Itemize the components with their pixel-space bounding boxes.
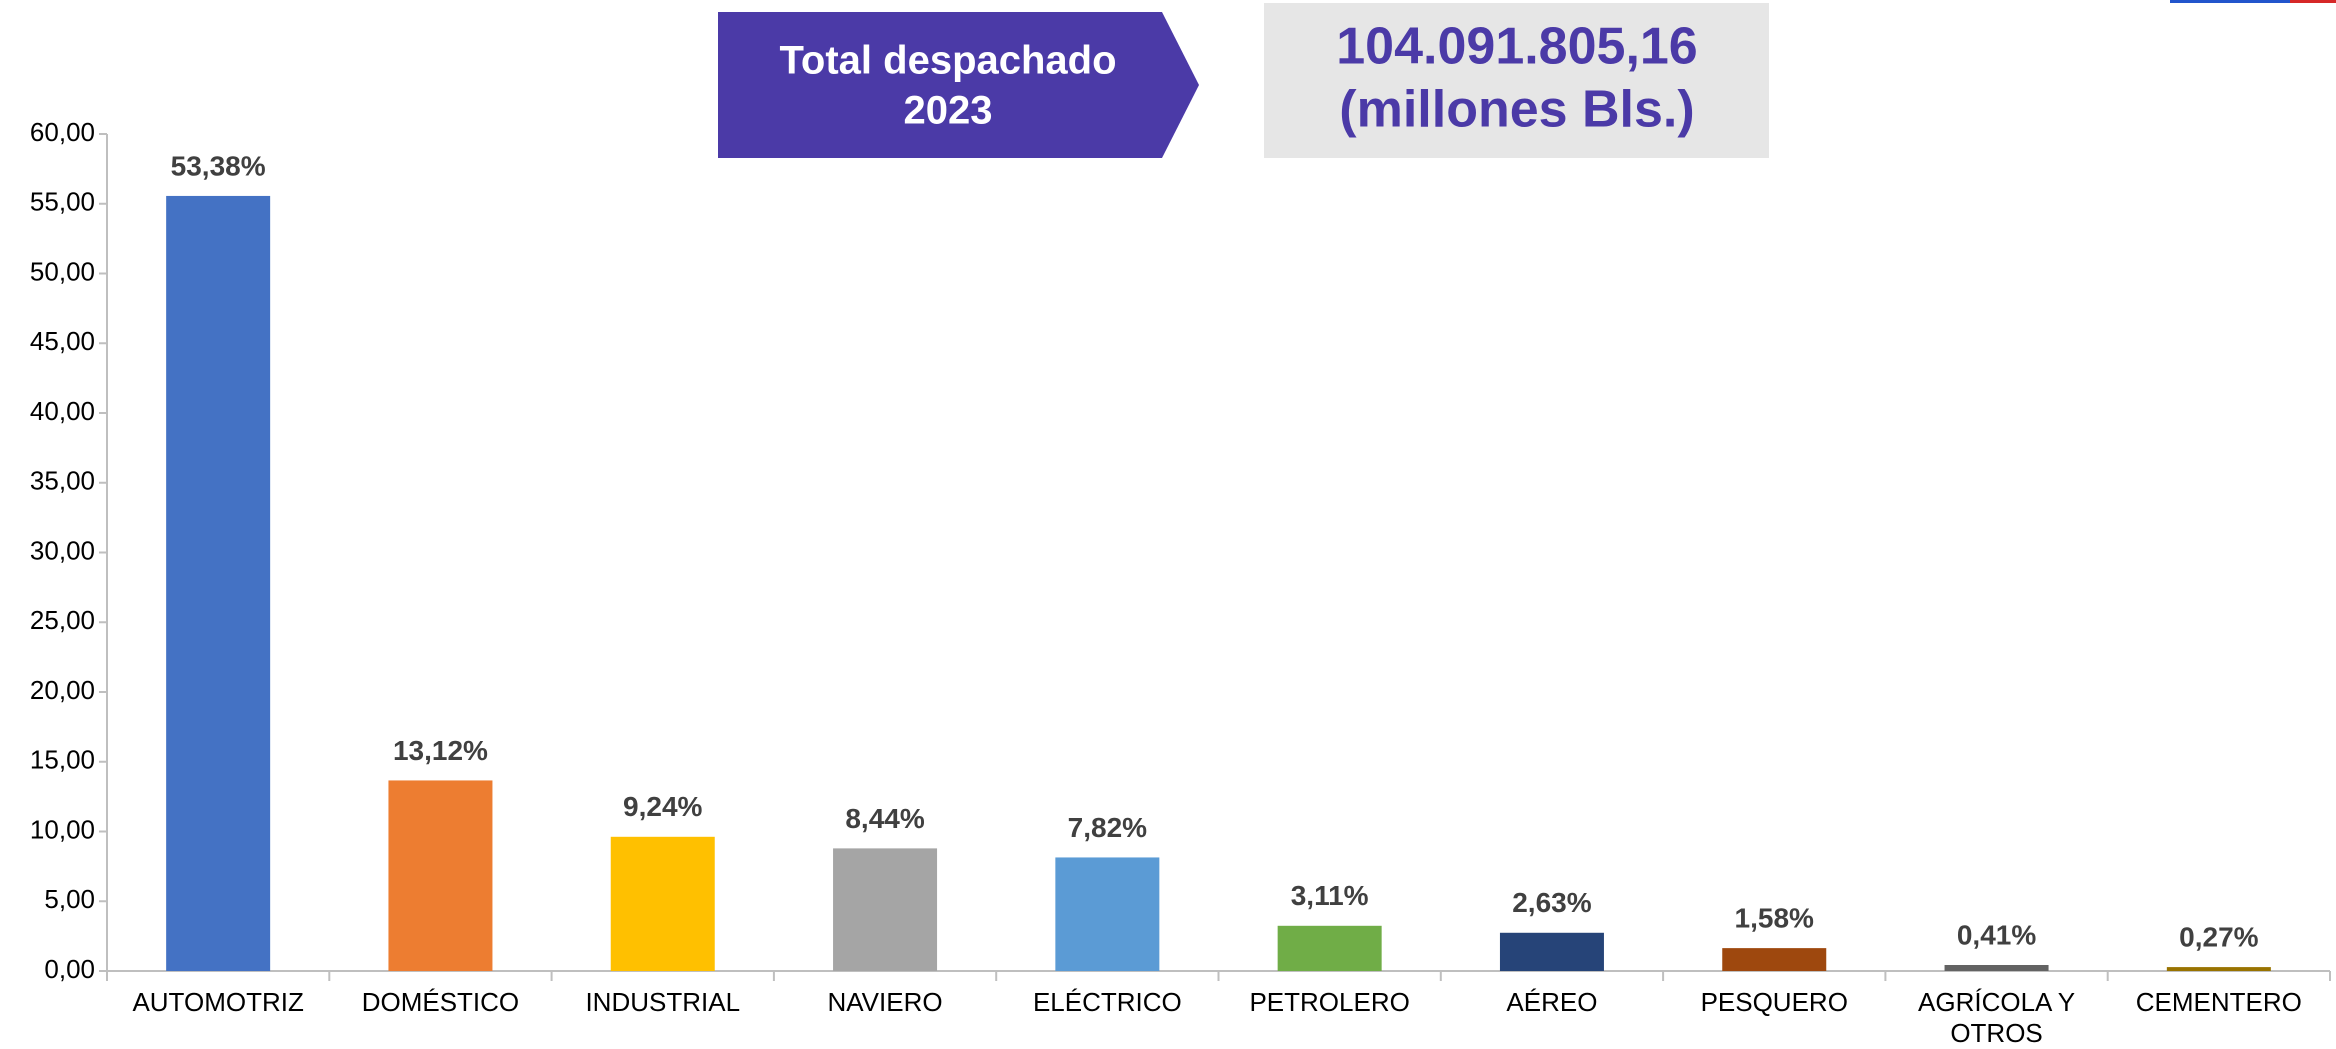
bar (1499, 932, 1604, 971)
y-tick-label: 60,00 (30, 117, 95, 147)
x-tick-label: AGRÍCOLA Y OTROS (1918, 987, 2076, 1048)
y-tick-label: 30,00 (30, 535, 95, 565)
x-tick-label: AUTOMOTRIZ (132, 987, 304, 1017)
x-tick-label: DOMÉSTICO (361, 987, 520, 1017)
data-label: 13,12% (393, 735, 488, 766)
bar (2166, 967, 2271, 971)
x-tick-label: ELÉCTRICO (1032, 987, 1182, 1017)
y-tick-label: 45,00 (30, 326, 95, 356)
y-tick-label: 40,00 (30, 396, 95, 426)
y-tick-label: 55,00 (30, 187, 95, 217)
header-total: 104.091.805,16 (1336, 18, 1697, 76)
header-label: Total despachado (779, 39, 1116, 83)
corner-accent (2170, 0, 2336, 3)
x-tick-label: CEMENTERO (2135, 987, 2302, 1017)
header-total-box (1264, 3, 1769, 158)
x-tick-label: INDUSTRIAL (585, 987, 741, 1017)
data-label: 2,63% (1512, 887, 1591, 918)
header-arrow (718, 12, 1199, 158)
bar (388, 780, 493, 971)
x-tick-label: NAVIERO (827, 987, 943, 1017)
bar (610, 836, 715, 971)
y-tick-label: 25,00 (30, 605, 95, 635)
data-label: 9,24% (623, 791, 702, 822)
y-tick-label: 0,00 (44, 954, 95, 984)
y-tick-label: 10,00 (30, 814, 95, 844)
header-total: (millones Bls.) (1339, 81, 1694, 139)
bar (1944, 965, 2049, 971)
bar (1055, 857, 1160, 971)
data-label: 53,38% (171, 150, 266, 181)
y-tick-label: 15,00 (30, 745, 95, 775)
bar (1277, 925, 1382, 971)
data-label: 1,58% (1735, 903, 1814, 934)
bar (833, 848, 938, 971)
corner-accent (2290, 0, 2336, 3)
x-tick-label: PETROLERO (1249, 987, 1410, 1017)
y-tick-label: 20,00 (30, 675, 95, 705)
bar (1722, 948, 1827, 971)
x-tick-label: AÉREO (1506, 987, 1598, 1017)
x-tick-label: PESQUERO (1700, 987, 1848, 1017)
y-tick-label: 5,00 (44, 884, 95, 914)
header-label: 2023 (904, 89, 993, 133)
data-label: 3,11% (1291, 880, 1369, 911)
data-label: 8,44% (845, 803, 924, 834)
y-tick-label: 50,00 (30, 256, 95, 286)
y-tick-label: 35,00 (30, 466, 95, 496)
data-label: 0,41% (1957, 919, 2036, 950)
data-label: 7,82% (1068, 812, 1147, 843)
data-label: 0,27% (2179, 921, 2258, 952)
bar (166, 195, 271, 972)
